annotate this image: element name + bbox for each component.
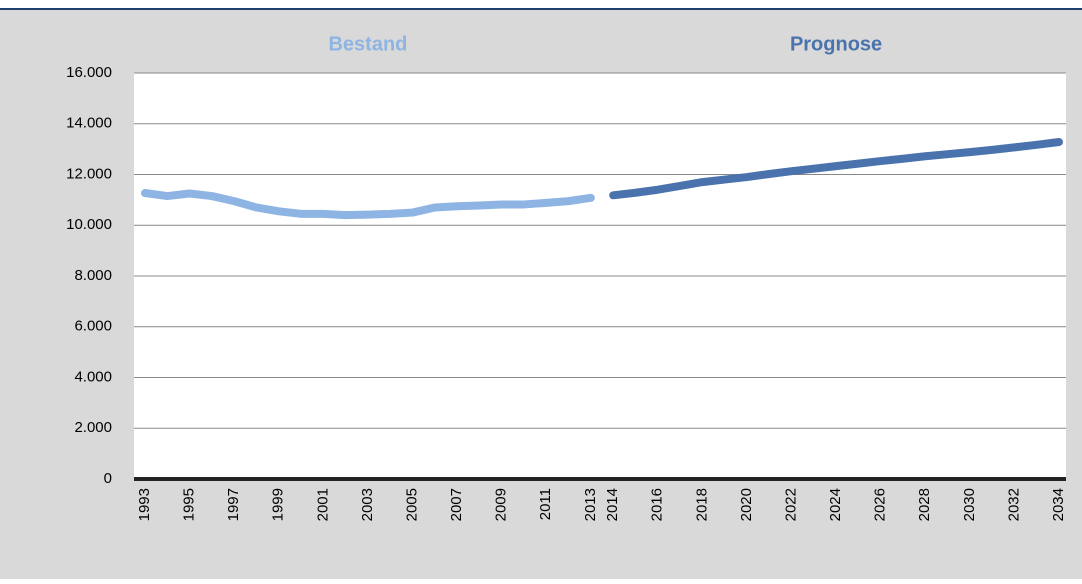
x-tick-label: 1993 — [136, 488, 153, 521]
x-tick-label: 2034 — [1050, 488, 1067, 521]
y-tick-label: 0 — [104, 470, 112, 487]
x-tick-label: 1999 — [270, 488, 287, 521]
x-tick-label: 2016 — [649, 488, 666, 521]
x-tick-label: 2003 — [359, 488, 376, 521]
y-tick-label: 8.000 — [74, 267, 112, 284]
x-tick-label: 2026 — [872, 488, 889, 521]
x-tick-label: 2014 — [604, 488, 621, 521]
y-tick-label: 4.000 — [74, 368, 112, 385]
series-label: Prognose — [790, 33, 882, 55]
x-tick-label: 2028 — [916, 488, 933, 521]
y-tick-label: 16.000 — [66, 64, 112, 81]
x-tick-label: 1995 — [181, 488, 198, 521]
x-tick-label: 2007 — [448, 488, 465, 521]
x-tick-label: 2011 — [537, 488, 554, 520]
y-tick-label: 2.000 — [74, 419, 112, 436]
x-tick-label: 2022 — [782, 488, 799, 521]
y-tick-label: 14.000 — [66, 115, 112, 132]
x-tick-label: 2001 — [314, 488, 331, 521]
x-tick-label: 2024 — [827, 488, 844, 521]
x-tick-label: 2009 — [493, 488, 510, 521]
x-tick-label: 2018 — [693, 488, 710, 521]
y-tick-label: 12.000 — [66, 165, 112, 182]
y-tick-label: 10.000 — [66, 216, 112, 233]
x-tick-label: 2005 — [403, 488, 420, 521]
x-tick-label: 2032 — [1005, 488, 1022, 521]
x-tick-label: 2030 — [961, 488, 978, 521]
series-line — [141, 189, 595, 220]
x-tick-label: 2020 — [738, 488, 755, 521]
series-line — [609, 138, 1063, 200]
x-tick-label: 1997 — [225, 488, 242, 521]
y-tick-label: 6.000 — [74, 318, 112, 335]
series-label: Bestand — [328, 33, 407, 55]
x-tick-label: 2013 — [582, 488, 599, 521]
